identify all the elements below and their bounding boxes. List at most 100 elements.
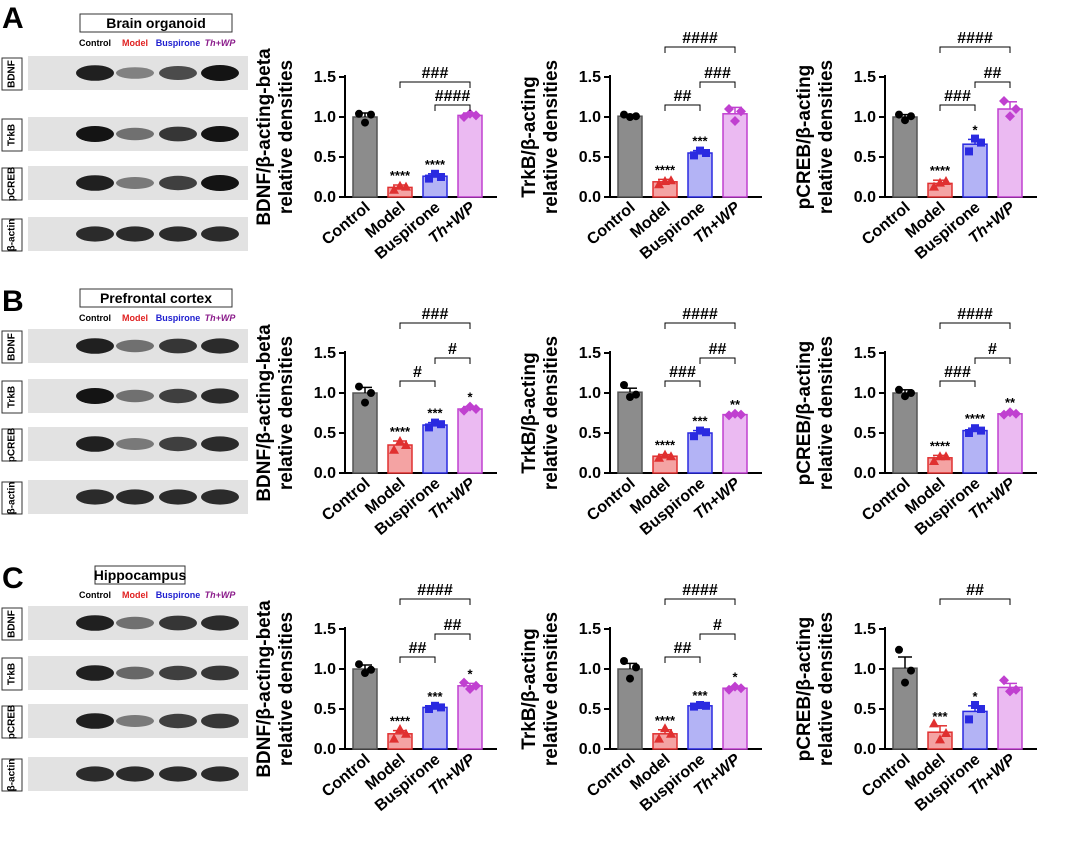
significance-stars: *** [692, 134, 708, 149]
protein-label-box [1, 758, 23, 792]
y-tick-label: 1.5 [579, 621, 601, 638]
lane-label-control: Control [79, 590, 111, 600]
bar-buspirone [422, 424, 448, 474]
comparison-label: ## [674, 640, 692, 657]
comparison-label: #### [417, 582, 453, 599]
y-tick-label: 1.0 [579, 109, 601, 126]
data-point [471, 680, 481, 691]
comparison-bracket [939, 322, 1011, 329]
blot-band [159, 665, 197, 681]
data-point [666, 728, 676, 738]
protein-label: TrkB [7, 663, 18, 685]
y-tick-label: 0.0 [314, 741, 336, 758]
y-tick-label: 0.0 [314, 189, 336, 206]
bar-buspirone [962, 429, 988, 474]
bar-th-wp [997, 686, 1023, 750]
data-point [901, 678, 909, 687]
blot-band [116, 127, 154, 141]
tissue-title-box [94, 565, 186, 585]
y-axis-label-sub: relative densities [541, 612, 562, 766]
blot-band [201, 713, 239, 729]
panel-letter: A [2, 2, 24, 35]
protein-label: TrkB [7, 386, 18, 408]
y-axis-label: TrkB/β-acting [519, 352, 540, 473]
protein-label: pCREB [7, 705, 18, 739]
bar-chart-0-0: BDNF/β-acting-beta relative densities 0.0 0… [254, 48, 497, 263]
comparison-bracket [939, 46, 1011, 53]
x-tick-label: Control [584, 199, 638, 249]
y-tick-label: 0.5 [854, 149, 876, 166]
lane-label-th-wp: Th+WP [205, 313, 237, 323]
comparison-label: #### [957, 306, 993, 323]
comparison-bracket [939, 598, 1011, 605]
blot-band [159, 66, 197, 80]
significance-stars: **** [390, 424, 411, 439]
blot-panel-a: A Brain organoid Control Model Buspirone Th+W… [1, 2, 248, 252]
blot-panel-b: B Prefrontal cortex Control Model Buspirone T… [1, 285, 248, 515]
x-tick-label: Control [584, 751, 638, 801]
lane-label-buspirone: Buspirone [156, 313, 201, 323]
blot-band [116, 616, 154, 630]
bar-chart-0-2: pCREB/β-acting relative densities 0.0 0.5 1.… [794, 30, 1037, 263]
data-point [459, 677, 469, 688]
data-point [702, 149, 710, 157]
significance-stars: ** [730, 397, 741, 412]
data-point [654, 452, 664, 462]
significance-stars: **** [655, 162, 676, 177]
data-point [965, 429, 973, 437]
data-point [620, 381, 628, 389]
data-point [702, 428, 710, 437]
data-point [730, 116, 740, 126]
data-point [999, 96, 1009, 106]
blot-band [159, 226, 197, 242]
lane-label-control: Control [79, 313, 111, 323]
protein-label-box [1, 657, 23, 691]
comparison-label: ### [669, 364, 696, 381]
lane-label-model: Model [122, 313, 148, 323]
protein-label: pCREB [7, 167, 18, 201]
comparison-label: ### [944, 364, 971, 381]
comparison-bracket [939, 380, 976, 387]
bar-control [892, 392, 918, 474]
y-axis-label: pCREB/β-acting [794, 65, 815, 210]
y-axis-label-sub: relative densities [276, 336, 297, 490]
data-point [895, 385, 903, 394]
data-point [736, 106, 746, 117]
bar-th-wp [722, 687, 748, 750]
comparison-label: # [988, 341, 997, 358]
y-tick-label: 1.5 [314, 621, 336, 638]
y-tick-label: 0.5 [314, 425, 336, 442]
bar-chart-0-1: TrkB/β-acting relative densities 0.0 0.5 1.0… [519, 30, 762, 263]
y-tick-label: 1.5 [579, 345, 601, 362]
blot-band [76, 766, 114, 782]
data-point [626, 393, 634, 401]
tissue-title: Brain organoid [106, 15, 206, 31]
lane-label-th-wp: Th+WP [205, 590, 237, 600]
comparison-bracket [664, 656, 701, 663]
data-point [632, 663, 640, 672]
data-point [941, 728, 951, 737]
y-tick-label: 0.5 [314, 701, 336, 718]
comparison-bracket [664, 322, 736, 329]
bar-chart-2-1: TrkB/β-acting relative densities 0.0 0.5 1.0… [519, 582, 762, 815]
data-point [395, 724, 405, 733]
data-point [666, 451, 676, 461]
comparison-bracket [399, 656, 436, 663]
comparison-label: # [713, 617, 722, 634]
y-tick-label: 0.0 [579, 465, 601, 482]
data-point [425, 423, 433, 432]
comparison-bracket [399, 380, 436, 387]
comparison-bracket [434, 633, 471, 640]
y-axis-label: pCREB/β-acting [794, 617, 815, 762]
data-point [690, 151, 698, 160]
data-point [626, 674, 634, 683]
blot-band [116, 67, 154, 79]
protein-label-box [1, 607, 23, 641]
comparison-label: ## [709, 341, 727, 358]
y-tick-label: 0.0 [854, 465, 876, 482]
data-point [361, 398, 369, 407]
bar-control [617, 391, 643, 474]
blot-band [116, 715, 154, 727]
data-point [389, 184, 399, 194]
significance-stars: ** [1005, 395, 1016, 410]
